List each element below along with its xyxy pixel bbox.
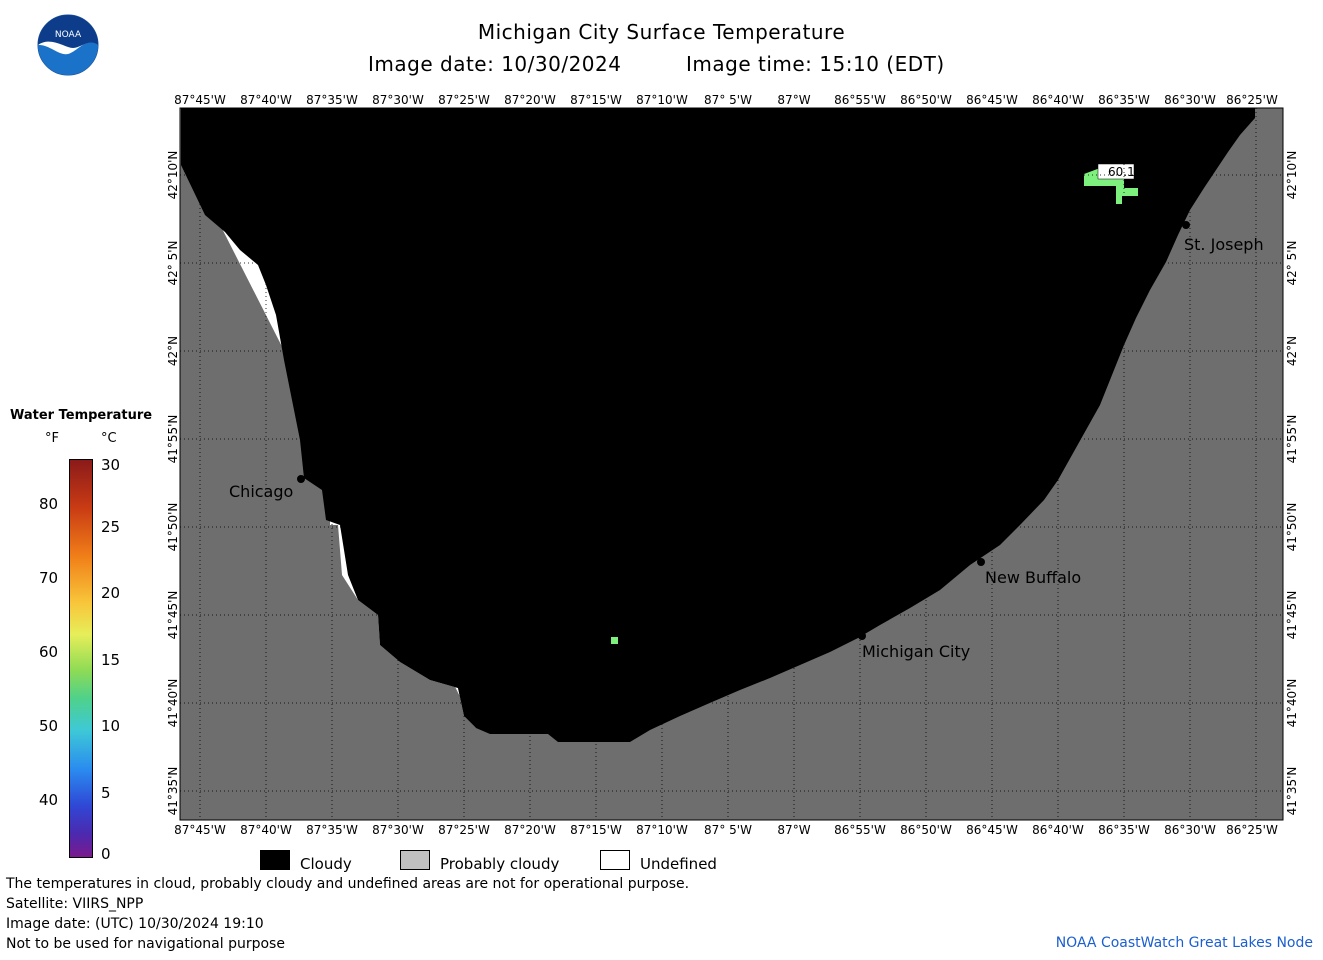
legend-title: Water Temperature bbox=[10, 408, 153, 423]
lon-label-top: 86°45'W bbox=[966, 93, 1018, 107]
lon-label-top: 87°25'W bbox=[438, 93, 490, 107]
lon-label-top: 87°10'W bbox=[636, 93, 688, 107]
lon-label-bottom: 87°35'W bbox=[306, 823, 358, 837]
lon-label-bottom: 86°45'W bbox=[966, 823, 1018, 837]
undefined-swatch bbox=[600, 850, 630, 870]
lon-label-bottom: 87°40'W bbox=[240, 823, 292, 837]
f-tick: 80 bbox=[39, 495, 59, 513]
lat-label-right: 41°50'N bbox=[1285, 503, 1299, 552]
image-time: Image time: 15:10 (EDT) bbox=[686, 52, 945, 76]
c-tick: 10 bbox=[101, 717, 121, 735]
f-tick: 50 bbox=[39, 717, 59, 735]
lon-label-bottom: 86°25'W bbox=[1226, 823, 1278, 837]
lat-label-right: 42° 5'N bbox=[1285, 241, 1299, 286]
footer-navigation-warning: Not to be used for navigational purpose bbox=[6, 936, 285, 952]
observation-pixel bbox=[611, 637, 618, 644]
footer-disclaimer: The temperatures in cloud, probably clou… bbox=[6, 876, 690, 892]
lat-label-right: 41°40'N bbox=[1285, 679, 1299, 728]
lon-label-bottom: 87°W bbox=[777, 823, 810, 837]
c-tick: 5 bbox=[101, 784, 111, 802]
lat-label-left: 42° 5'N bbox=[166, 241, 180, 286]
lat-label-left: 41°50'N bbox=[166, 503, 180, 552]
cloudy-swatch bbox=[260, 850, 290, 870]
legend-unit-f: °F bbox=[45, 431, 59, 446]
lon-label-bottom: 86°55'W bbox=[834, 823, 886, 837]
lon-label-top: 86°40'W bbox=[1032, 93, 1084, 107]
lat-label-right: 41°55'N bbox=[1285, 415, 1299, 464]
lon-label-top: 86°55'W bbox=[834, 93, 886, 107]
lon-label-top: 87°15'W bbox=[570, 93, 622, 107]
lon-label-bottom: 87°30'W bbox=[372, 823, 424, 837]
st-joseph-marker bbox=[1182, 221, 1190, 229]
footer-credit: NOAA CoastWatch Great Lakes Node bbox=[1055, 935, 1313, 951]
lon-label-bottom: 87° 5'W bbox=[704, 823, 752, 837]
lat-label-right: 42°N bbox=[1285, 336, 1299, 366]
lon-label-top: 86°30'W bbox=[1164, 93, 1216, 107]
lat-label-left: 42°N bbox=[166, 336, 180, 366]
lon-label-top: 87°35'W bbox=[306, 93, 358, 107]
lat-label-left: 41°55'N bbox=[166, 415, 180, 464]
probably-cloudy-swatch bbox=[400, 850, 430, 870]
c-tick: 25 bbox=[101, 518, 121, 536]
c-tick: 30 bbox=[101, 456, 121, 474]
lat-label-left: 42°10'N bbox=[166, 151, 180, 200]
lon-label-bottom: 86°50'W bbox=[900, 823, 952, 837]
observation-value: 60.1 bbox=[1108, 165, 1135, 179]
lon-label-top: 86°35'W bbox=[1098, 93, 1150, 107]
cloudy-label: Cloudy bbox=[300, 855, 352, 873]
c-tick: 0 bbox=[101, 845, 111, 863]
lat-label-right: 41°45'N bbox=[1285, 591, 1299, 640]
undefined-label: Undefined bbox=[640, 855, 717, 873]
lon-label-top: 87°30'W bbox=[372, 93, 424, 107]
c-tick: 15 bbox=[101, 651, 121, 669]
michigan-city-marker bbox=[858, 632, 866, 640]
lat-label-left: 41°40'N bbox=[166, 679, 180, 728]
image-date: Image date: 10/30/2024 bbox=[368, 52, 622, 76]
lon-label-bottom: 86°35'W bbox=[1098, 823, 1150, 837]
lon-label-top: 87°20'W bbox=[504, 93, 556, 107]
lat-label-right: 42°10'N bbox=[1285, 151, 1299, 200]
lon-label-bottom: 87°25'W bbox=[438, 823, 490, 837]
lon-label-bottom: 87°10'W bbox=[636, 823, 688, 837]
legend-unit-c: °C bbox=[101, 431, 117, 446]
lon-label-top: 87°W bbox=[777, 93, 810, 107]
lon-label-top: 86°25'W bbox=[1226, 93, 1278, 107]
f-tick: 60 bbox=[39, 643, 59, 661]
svg-text:NOAA: NOAA bbox=[55, 30, 82, 40]
place-label-chicago: Chicago bbox=[229, 482, 293, 501]
place-label-michigan-city: Michigan City bbox=[862, 642, 970, 661]
noaa-logo: NOAA bbox=[37, 14, 99, 76]
place-label-new-buffalo: New Buffalo bbox=[985, 568, 1081, 587]
lon-label-bottom: 87°15'W bbox=[570, 823, 622, 837]
lon-label-bottom: 87°45'W bbox=[174, 823, 226, 837]
f-tick: 70 bbox=[39, 569, 59, 587]
lon-label-bottom: 86°40'W bbox=[1032, 823, 1084, 837]
color-bar bbox=[69, 459, 93, 858]
new-buffalo-marker bbox=[977, 558, 985, 566]
lon-label-top: 87° 5'W bbox=[704, 93, 752, 107]
observation-patch bbox=[1084, 168, 1138, 204]
lat-label-right: 41°35'N bbox=[1285, 767, 1299, 816]
lon-label-top: 87°45'W bbox=[174, 93, 226, 107]
probably-cloudy-label: Probably cloudy bbox=[440, 855, 560, 873]
lon-label-bottom: 87°20'W bbox=[504, 823, 556, 837]
map-title: Michigan City Surface Temperature bbox=[477, 20, 846, 44]
cloudy-region bbox=[181, 108, 1255, 742]
lon-label-bottom: 86°30'W bbox=[1164, 823, 1216, 837]
lon-label-top: 87°40'W bbox=[240, 93, 292, 107]
footer-satellite: Satellite: VIIRS_NPP bbox=[6, 896, 144, 912]
c-tick: 20 bbox=[101, 584, 121, 602]
lat-label-left: 41°35'N bbox=[166, 767, 180, 816]
footer-utc-date: Image date: (UTC) 10/30/2024 19:10 bbox=[6, 916, 264, 932]
f-tick: 40 bbox=[39, 791, 59, 809]
place-label-st-joseph: St. Joseph bbox=[1184, 235, 1264, 254]
lat-label-left: 41°45'N bbox=[166, 591, 180, 640]
chicago-marker bbox=[297, 475, 305, 483]
lon-label-top: 86°50'W bbox=[900, 93, 952, 107]
